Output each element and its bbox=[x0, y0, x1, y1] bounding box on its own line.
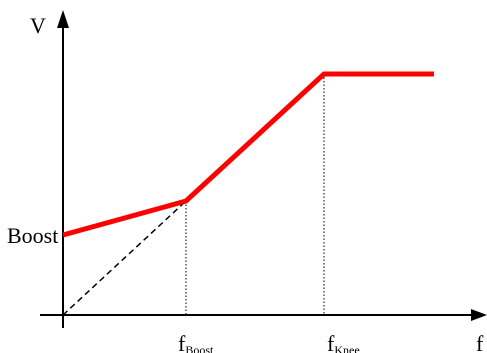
linear-reference-line bbox=[62, 200, 187, 316]
f-boost-label: fBoost bbox=[178, 331, 214, 353]
f-boost-label-main: f bbox=[178, 331, 186, 353]
x-axis-arrowhead bbox=[471, 309, 487, 321]
f-knee-label-main: f bbox=[327, 331, 335, 353]
boost-label: Boost bbox=[7, 223, 58, 248]
f-knee-label: fKnee bbox=[327, 331, 360, 353]
vf-curve bbox=[62, 71, 434, 238]
f-boost-label-sub: Boost bbox=[185, 343, 214, 353]
f-knee-label-sub: Knee bbox=[334, 343, 359, 353]
x-axis-label: f bbox=[476, 331, 484, 353]
y-axis-arrowhead bbox=[57, 10, 69, 28]
y-axis-label: V bbox=[30, 13, 46, 38]
